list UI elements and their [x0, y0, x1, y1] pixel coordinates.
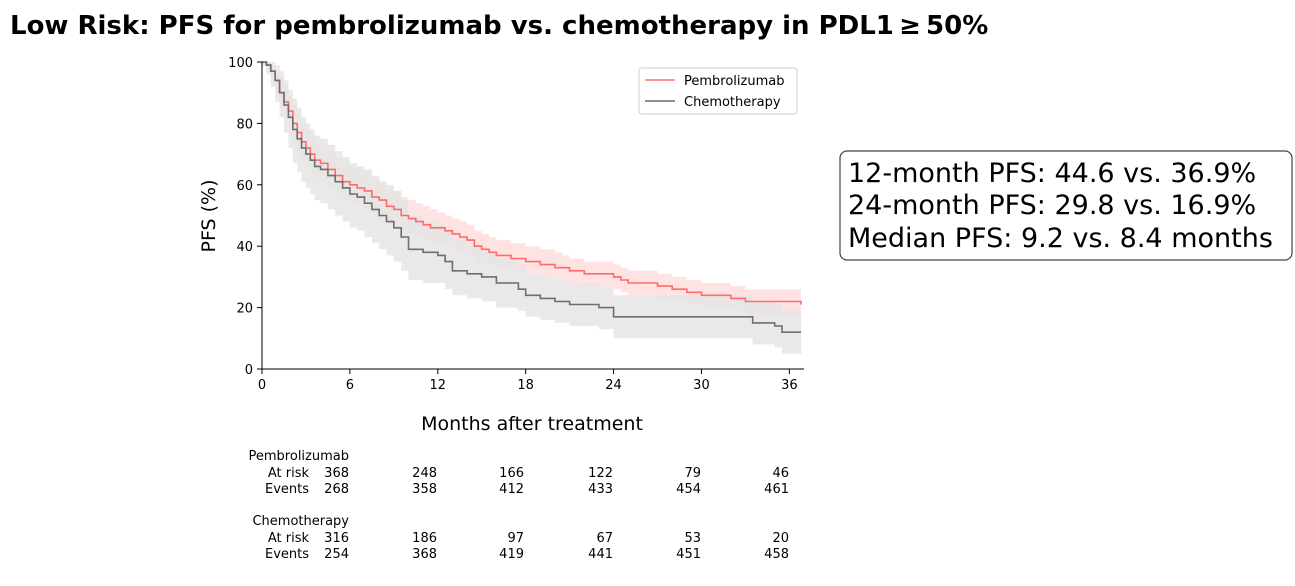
x-tick-label: 0 — [258, 378, 266, 393]
x-axis-label: Months after treatment — [421, 413, 643, 435]
legend-label-pembrolizumab: Pembrolizumab — [684, 74, 784, 89]
risk-cell: 46 — [772, 466, 789, 481]
risk-cell: 53 — [684, 531, 701, 546]
risk-cell: 358 — [412, 482, 437, 497]
risk-cell: 268 — [324, 482, 349, 497]
survival-line-chemotherapy — [262, 61, 802, 333]
risk-cell: 454 — [676, 482, 701, 497]
axes — [261, 62, 804, 370]
summary-line-24-month: 24-month PFS: 29.8 vs. 16.9% — [848, 190, 1256, 221]
summary-line-12-month: 12-month PFS: 44.6 vs. 36.9% — [848, 158, 1256, 189]
risk-cell: 412 — [499, 482, 524, 497]
risk-cell: 368 — [412, 547, 437, 562]
risk-cell: 316 — [324, 531, 349, 546]
risk-cell: 122 — [588, 466, 613, 481]
y-tick-label: 80 — [236, 117, 253, 132]
y-tick-label: 100 — [228, 56, 253, 71]
risk-cell: 433 — [588, 482, 613, 497]
risk-cell: 20 — [772, 531, 789, 546]
x-tick-label: 6 — [346, 378, 354, 393]
survival-curves — [262, 61, 802, 333]
legend: Pembrolizumab Chemotherapy — [638, 67, 798, 115]
risk-row-label: At risk — [268, 466, 310, 481]
x-tick-label: 30 — [693, 378, 710, 393]
risk-cell: 186 — [412, 531, 437, 546]
risk-cell: 166 — [499, 466, 524, 481]
y-tick-label: 60 — [236, 179, 253, 194]
risk-cell: 451 — [676, 547, 701, 562]
risk-table: Pembrolizumab At risk 368 248 166 122 79 46 Even… — [249, 449, 789, 562]
y-axis-label: PFS (%) — [198, 179, 220, 252]
risk-group-chemotherapy: Chemotherapy — [252, 514, 349, 529]
summary-line-median: Median PFS: 9.2 vs. 8.4 months — [848, 223, 1273, 254]
summary-frame — [839, 150, 1293, 261]
risk-group-pembrolizumab: Pembrolizumab — [249, 449, 349, 464]
y-tick-label: 40 — [236, 240, 253, 255]
risk-cell: 458 — [764, 547, 789, 562]
risk-cell: 248 — [412, 466, 437, 481]
x-tick-label: 12 — [430, 378, 447, 393]
legend-label-chemotherapy: Chemotherapy — [684, 95, 781, 110]
risk-row-label: Events — [265, 547, 309, 562]
x-tick-label: 18 — [517, 378, 534, 393]
x-tick-label: 36 — [781, 378, 798, 393]
risk-cell: 419 — [499, 547, 524, 562]
legend-frame — [638, 67, 798, 115]
risk-cell: 254 — [324, 547, 349, 562]
risk-cell: 97 — [507, 531, 524, 546]
risk-row-label: At risk — [268, 531, 310, 546]
risk-cell: 67 — [596, 531, 613, 546]
risk-cell: 79 — [684, 466, 701, 481]
risk-row-label: Events — [265, 482, 309, 497]
y-tick-label: 0 — [245, 363, 253, 378]
y-tick-label: 20 — [236, 302, 253, 317]
risk-cell: 461 — [764, 482, 789, 497]
risk-cell: 368 — [324, 466, 349, 481]
chart-title: Low Risk: PFS for pembrolizumab vs. chem… — [10, 11, 988, 41]
x-tick-label: 24 — [605, 378, 622, 393]
x-ticks: 0 6 12 18 24 30 36 — [258, 369, 798, 393]
summary-box: 12-month PFS: 44.6 vs. 36.9% 24-month PF… — [839, 150, 1293, 261]
risk-cell: 441 — [588, 547, 613, 562]
y-ticks: 0 20 40 60 80 100 — [228, 56, 262, 378]
survival-line-pembrolizumab — [262, 61, 802, 305]
